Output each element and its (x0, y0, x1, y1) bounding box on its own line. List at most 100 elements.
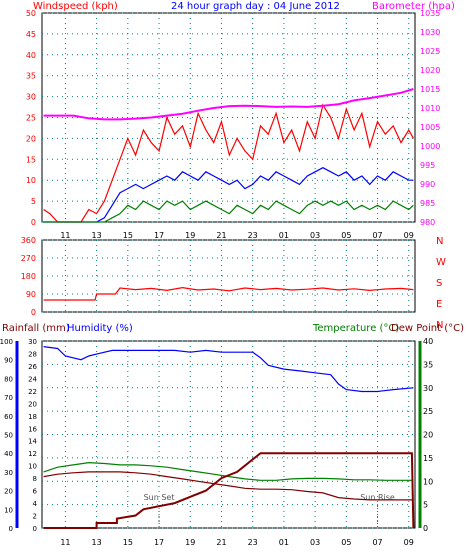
panel3-x-ticks: 11 13 15 17 19 21 23 01 03 05 07 09 (60, 538, 414, 547)
rainfall-tick-label: 12 (28, 450, 37, 458)
panel3-x-tick-label: 21 (216, 538, 226, 547)
panel3-x-tick-label: 17 (154, 538, 164, 547)
barometer-tick-label: 1035 (420, 9, 440, 18)
series-temperature (43, 461, 414, 481)
temperature-tick-label: 20 (423, 431, 433, 440)
humidity-tick-label: 70 (4, 394, 13, 402)
rainfall-tick-label: 30 (28, 338, 37, 346)
humidity-tick-label: 0 (9, 525, 13, 533)
humidity-tick-label: 100 (0, 338, 13, 346)
barometer-tick-label: 990 (420, 180, 435, 189)
temperature-tick-label: 35 (423, 360, 433, 369)
panel3-x-tick-label: 11 (60, 538, 70, 547)
compass-label: S (436, 278, 442, 289)
panel3-x-tick-label: 23 (248, 538, 258, 547)
barometer-tick-label: 995 (420, 161, 435, 170)
panel3-x-tick-label: 05 (341, 538, 351, 547)
panel1-x-tick-label: 17 (154, 231, 164, 240)
barometer-tick-label: 985 (420, 199, 435, 208)
temperature-tick-label: 0 (423, 524, 428, 533)
rainfall-tick-label: 4 (33, 500, 38, 508)
rainfall-tick-label: 16 (28, 425, 37, 433)
panel1-x-tick-label: 21 (216, 231, 226, 240)
rainfall-tick-label: 28 (28, 350, 37, 358)
humidity-axis-title: Humidity (%) (67, 323, 133, 334)
barometer-tick-label: 1015 (420, 85, 440, 94)
sun-annotation-label: Sun Set (144, 493, 175, 502)
direction-axis-ticks: 0 90 180 270 360 (21, 236, 36, 317)
temperature-tick-label: 5 (423, 501, 428, 510)
barometer-tick-label: 980 (420, 218, 435, 227)
humidity-tick-label: 50 (4, 432, 13, 440)
panel3-x-tick-label: 09 (404, 538, 414, 547)
windspeed-tick-label: 45 (26, 30, 36, 39)
rainfall-tick-label: 26 (28, 363, 37, 371)
barometer-tick-label: 1020 (420, 66, 440, 75)
rainfall-tick-label: 10 (28, 463, 37, 471)
rainfall-tick-label: 0 (33, 525, 37, 533)
panel2-series (43, 286, 414, 301)
direction-tick-label: 0 (31, 308, 36, 317)
windspeed-tick-label: 40 (26, 51, 36, 60)
series-average (43, 167, 414, 223)
temperature-tick-label: 15 (423, 454, 433, 463)
sun-annotation-label: Sun Rise (360, 493, 395, 502)
humidity-axis-ticks: 0 10 20 30 40 50 60 70 80 90 100 (0, 338, 19, 533)
compass-label: E (436, 299, 442, 310)
panel3-x-tick-label: 19 (185, 538, 195, 547)
chart-title: 24 hour graph day : 04 June 2012 (171, 1, 340, 12)
series-dew_point (43, 471, 414, 501)
dewpoint-axis-title: Dew Point (°C) (391, 323, 464, 334)
windspeed-tick-label: 50 (26, 9, 36, 18)
panel3-x-tick-label: 13 (92, 538, 102, 547)
temperature-axis-title: Temperature (°C) (312, 323, 399, 334)
barometer-tick-label: 1000 (420, 142, 440, 151)
panel1-x-tick-label: 05 (341, 231, 351, 240)
windspeed-axis-title: Windspeed (kph) (33, 1, 118, 12)
windspeed-tick-label: 15 (26, 155, 36, 164)
compass-label: N (436, 320, 443, 331)
humidity-tick-label: 10 (4, 506, 13, 514)
barometer-tick-label: 1010 (420, 104, 440, 113)
panel1-x-tick-label: 23 (248, 231, 258, 240)
rainfall-tick-label: 14 (28, 438, 37, 446)
panel1-x-tick-label: 01 (279, 231, 289, 240)
humidity-tick-label: 20 (4, 488, 13, 496)
panel1-x-tick-label: 07 (372, 231, 382, 240)
panel1-x-tick-label: 13 (92, 231, 102, 240)
series-wind_direction (43, 286, 414, 301)
barometer-tick-label: 1025 (420, 47, 440, 56)
panel1-x-tick-label: 15 (123, 231, 133, 240)
panel3-x-tick-label: 03 (310, 538, 320, 547)
rainfall-tick-label: 6 (33, 488, 38, 496)
humidity-tick-label: 60 (4, 413, 13, 421)
series-barometer (43, 88, 414, 121)
temperature-axis-ticks: 0 5 10 15 20 25 30 35 40 (418, 337, 433, 533)
windspeed-tick-label: 20 (26, 134, 36, 143)
panel3-x-tick-label: 07 (372, 538, 382, 547)
barometer-axis-title: Barometer (hpa) (372, 1, 455, 12)
series-lull (43, 200, 414, 223)
humidity-tick-label: 30 (4, 469, 13, 477)
barometer-tick-label: 1030 (420, 28, 440, 37)
temperature-tick-label: 30 (423, 384, 433, 393)
temperature-tick-label: 40 (423, 337, 433, 346)
windspeed-tick-label: 30 (26, 93, 36, 102)
series-humidity (43, 346, 414, 393)
series-rainfall (43, 452, 415, 529)
windspeed-tick-label: 25 (26, 114, 36, 123)
windspeed-axis-ticks: 0 5 10 15 20 25 30 35 40 45 50 (26, 9, 36, 227)
direction-tick-label: 90 (26, 290, 36, 299)
windspeed-tick-label: 35 (26, 72, 36, 81)
panel1-x-tick-label: 11 (60, 231, 70, 240)
humidity-tick-label: 80 (4, 375, 13, 383)
panel3-x-tick-label: 15 (123, 538, 133, 547)
rainfall-tick-label: 20 (28, 400, 37, 408)
direction-tick-label: 360 (21, 236, 36, 245)
panel3-series (43, 346, 415, 529)
panel1-x-ticks: 11 13 15 17 19 21 23 01 03 05 07 09 (60, 231, 414, 240)
